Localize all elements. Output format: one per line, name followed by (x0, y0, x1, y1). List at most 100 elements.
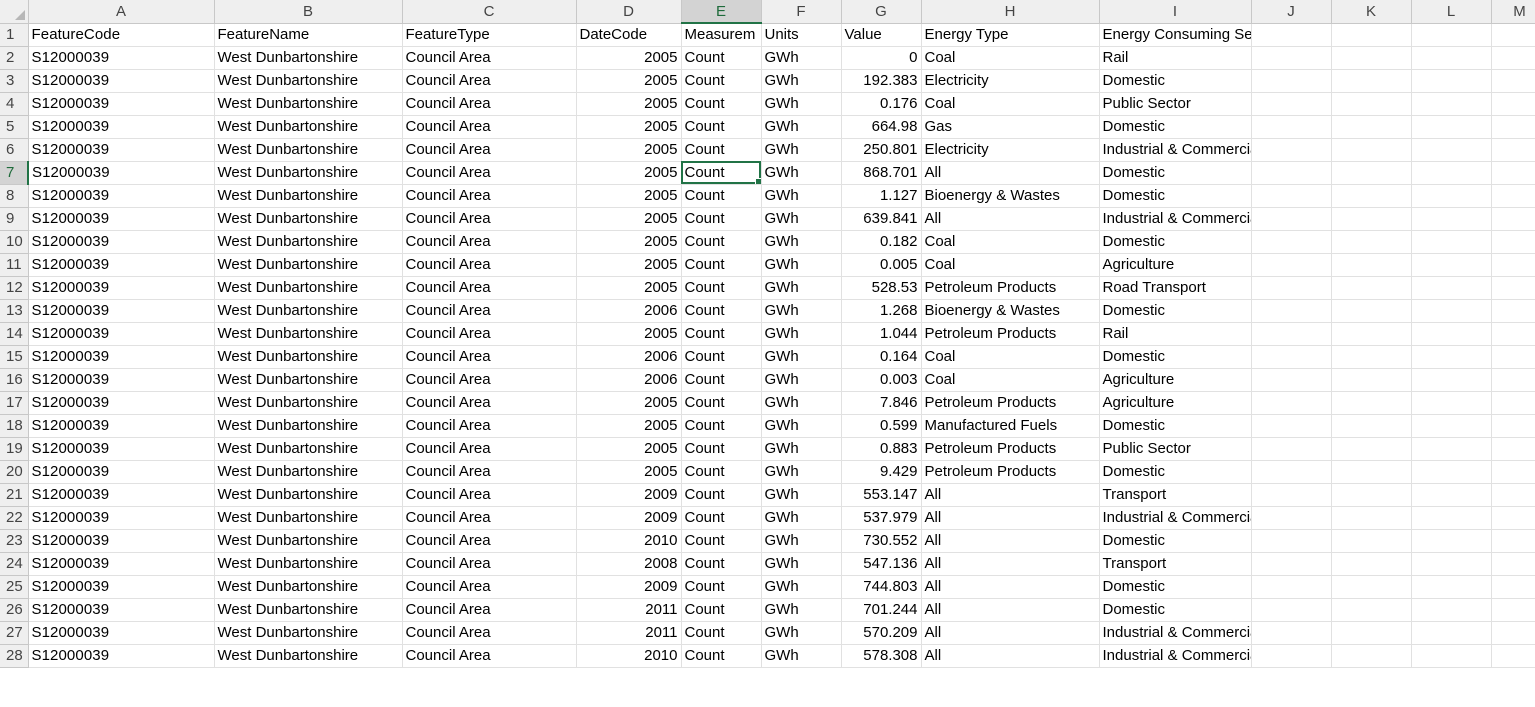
column-header-l[interactable]: L (1411, 0, 1492, 24)
cell-k25[interactable] (1331, 575, 1412, 599)
row-header[interactable]: 15 (0, 345, 29, 369)
cell-f17[interactable]: GWh (761, 391, 842, 415)
cell-a1[interactable]: FeatureCode (28, 23, 215, 47)
cell-m16[interactable] (1491, 368, 1535, 392)
cell-j6[interactable] (1251, 138, 1332, 162)
cell-l25[interactable] (1411, 575, 1492, 599)
cell-j8[interactable] (1251, 184, 1332, 208)
cell-l1[interactable] (1411, 23, 1492, 47)
cell-g28[interactable]: 578.308 (841, 644, 922, 668)
row-header[interactable]: 17 (0, 391, 29, 415)
cell-k8[interactable] (1331, 184, 1412, 208)
cell-m1[interactable] (1491, 23, 1535, 47)
cell-j9[interactable] (1251, 207, 1332, 231)
cell-a19[interactable]: S12000039 (28, 437, 215, 461)
cell-l10[interactable] (1411, 230, 1492, 254)
cell-b3[interactable]: West Dunbartonshire (214, 69, 403, 93)
cell-g19[interactable]: 0.883 (841, 437, 922, 461)
row-header[interactable]: 26 (0, 598, 29, 622)
cell-a23[interactable]: S12000039 (28, 529, 215, 553)
cell-i8[interactable]: Domestic (1099, 184, 1252, 208)
cell-j13[interactable] (1251, 299, 1332, 323)
cell-b28[interactable]: West Dunbartonshire (214, 644, 403, 668)
cell-m22[interactable] (1491, 506, 1535, 530)
cell-f12[interactable]: GWh (761, 276, 842, 300)
cell-b15[interactable]: West Dunbartonshire (214, 345, 403, 369)
cell-m13[interactable] (1491, 299, 1535, 323)
cell-m25[interactable] (1491, 575, 1535, 599)
cell-f3[interactable]: GWh (761, 69, 842, 93)
cell-j2[interactable] (1251, 46, 1332, 70)
cell-a20[interactable]: S12000039 (28, 460, 215, 484)
cell-h8[interactable]: Bioenergy & Wastes (921, 184, 1100, 208)
cell-l13[interactable] (1411, 299, 1492, 323)
cell-i3[interactable]: Domestic (1099, 69, 1252, 93)
cell-b21[interactable]: West Dunbartonshire (214, 483, 403, 507)
cell-h5[interactable]: Gas (921, 115, 1100, 139)
cell-i21[interactable]: Transport (1099, 483, 1252, 507)
cell-i28[interactable]: Industrial & Commercial (1099, 644, 1252, 668)
cell-g6[interactable]: 250.801 (841, 138, 922, 162)
cell-a18[interactable]: S12000039 (28, 414, 215, 438)
row-header[interactable]: 14 (0, 322, 29, 346)
cell-m21[interactable] (1491, 483, 1535, 507)
cell-j16[interactable] (1251, 368, 1332, 392)
cell-g10[interactable]: 0.182 (841, 230, 922, 254)
cell-j23[interactable] (1251, 529, 1332, 553)
cell-d1[interactable]: DateCode (576, 23, 682, 47)
cell-f7[interactable]: GWh (761, 161, 842, 185)
cell-l22[interactable] (1411, 506, 1492, 530)
cell-m28[interactable] (1491, 644, 1535, 668)
cell-m15[interactable] (1491, 345, 1535, 369)
cell-h3[interactable]: Electricity (921, 69, 1100, 93)
cell-a2[interactable]: S12000039 (28, 46, 215, 70)
column-header-k[interactable]: K (1331, 0, 1412, 24)
cell-h22[interactable]: All (921, 506, 1100, 530)
cell-l23[interactable] (1411, 529, 1492, 553)
cell-e26[interactable]: Count (681, 598, 762, 622)
cell-j20[interactable] (1251, 460, 1332, 484)
cell-a4[interactable]: S12000039 (28, 92, 215, 116)
cell-m6[interactable] (1491, 138, 1535, 162)
cell-f23[interactable]: GWh (761, 529, 842, 553)
cell-h9[interactable]: All (921, 207, 1100, 231)
cell-c18[interactable]: Council Area (402, 414, 577, 438)
cell-l3[interactable] (1411, 69, 1492, 93)
column-header-a[interactable]: A (28, 0, 215, 24)
cell-b18[interactable]: West Dunbartonshire (214, 414, 403, 438)
row-header[interactable]: 22 (0, 506, 29, 530)
cell-k15[interactable] (1331, 345, 1412, 369)
cell-f1[interactable]: Units (761, 23, 842, 47)
cell-g8[interactable]: 1.127 (841, 184, 922, 208)
cell-g2[interactable]: 0 (841, 46, 922, 70)
cell-l24[interactable] (1411, 552, 1492, 576)
cell-l27[interactable] (1411, 621, 1492, 645)
cell-f6[interactable]: GWh (761, 138, 842, 162)
cell-i25[interactable]: Domestic (1099, 575, 1252, 599)
cell-g24[interactable]: 547.136 (841, 552, 922, 576)
cell-j19[interactable] (1251, 437, 1332, 461)
cell-d8[interactable]: 2005 (576, 184, 682, 208)
cell-e14[interactable]: Count (681, 322, 762, 346)
cell-g26[interactable]: 701.244 (841, 598, 922, 622)
cell-f28[interactable]: GWh (761, 644, 842, 668)
cell-e28[interactable]: Count (681, 644, 762, 668)
cell-a13[interactable]: S12000039 (28, 299, 215, 323)
cell-c10[interactable]: Council Area (402, 230, 577, 254)
cell-d26[interactable]: 2011 (576, 598, 682, 622)
cell-k28[interactable] (1331, 644, 1412, 668)
cell-g17[interactable]: 7.846 (841, 391, 922, 415)
column-header-e[interactable]: E (681, 0, 762, 24)
cell-j18[interactable] (1251, 414, 1332, 438)
row-header[interactable]: 21 (0, 483, 29, 507)
cell-l15[interactable] (1411, 345, 1492, 369)
cell-i9[interactable]: Industrial & Commercial (1099, 207, 1252, 231)
row-header[interactable]: 25 (0, 575, 29, 599)
cell-i17[interactable]: Agriculture (1099, 391, 1252, 415)
cell-k13[interactable] (1331, 299, 1412, 323)
cell-g11[interactable]: 0.005 (841, 253, 922, 277)
cell-m11[interactable] (1491, 253, 1535, 277)
cell-l8[interactable] (1411, 184, 1492, 208)
cell-c9[interactable]: Council Area (402, 207, 577, 231)
cell-l2[interactable] (1411, 46, 1492, 70)
